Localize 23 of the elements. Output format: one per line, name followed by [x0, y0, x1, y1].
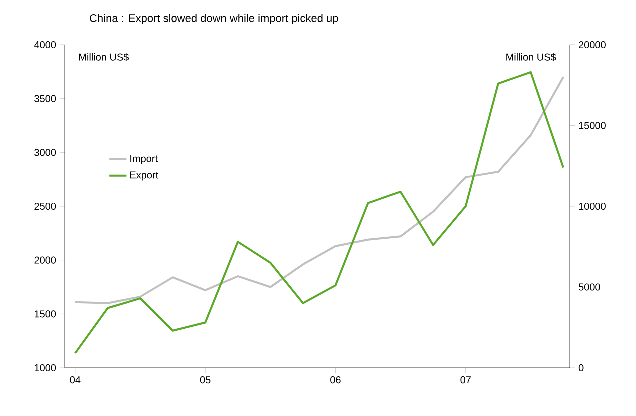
- y-tick-label: 2500: [34, 202, 56, 210]
- y-tick-label: 4000: [34, 41, 56, 49]
- legend-label: Import: [130, 155, 158, 164]
- y-axis-title: Million US$: [79, 53, 130, 62]
- line-series: [74, 76, 564, 304]
- y2-tick-label: 5000: [578, 284, 600, 291]
- y-tick-label: 2000: [34, 256, 56, 264]
- x-tick-label: 04: [70, 376, 81, 384]
- x-tick-label: 07: [460, 376, 471, 384]
- y2-tick-label: 0: [578, 364, 584, 372]
- x-tick-label: 05: [200, 376, 211, 384]
- y2-tick-label: 10000: [579, 202, 606, 210]
- y-tick-label: 1000: [35, 364, 56, 372]
- y-tick-label: 1500: [35, 310, 56, 318]
- y2-tick-label: 20000: [579, 41, 606, 49]
- chart-title: China : Export slowed down while import picked up: [90, 14, 338, 24]
- y-tick-label: 3500: [34, 95, 56, 102]
- x-tick-label: 06: [330, 376, 341, 384]
- y2-tick-label: 15000: [579, 122, 606, 130]
- line-series: [74, 71, 564, 354]
- y-tick-label: 3000: [34, 149, 56, 156]
- y2-axis-title: Million US$: [506, 53, 556, 62]
- legend-label: Export: [130, 172, 159, 181]
